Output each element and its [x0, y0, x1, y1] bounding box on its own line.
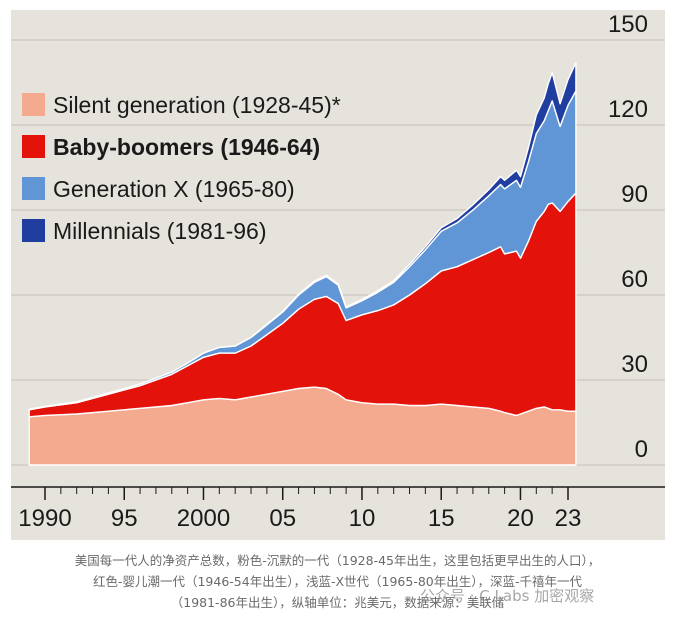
x-tick-label-2010: 10	[349, 505, 376, 532]
caption-line-2: 红色-婴儿潮一代（1946-54年出生），浅蓝-X世代（1965-80年出生），…	[92, 574, 583, 589]
x-tick-label-2000: 2000	[177, 505, 230, 532]
area-series	[28, 62, 577, 466]
x-tick-label-2005: 05	[269, 505, 296, 532]
axes: 0 30 60 90 120 150 1990 95 2000 05 10 15 20 23	[11, 11, 665, 532]
legend: Silent generation (1928-45)* Baby-boomer…	[22, 92, 341, 244]
y-tick-label-60: 60	[621, 266, 648, 293]
caption-line-3: （1981-86年出生），纵轴单位：兆美元，数据来源：美联储	[170, 595, 505, 610]
legend-label-genx: Generation X (1965-80)	[53, 176, 295, 202]
legend-label-millennials: Millennials (1981-96)	[53, 218, 267, 244]
legend-swatch-boomers	[22, 135, 45, 158]
x-tick-label-1995: 95	[111, 505, 138, 532]
watermark: 公众号 · C Labs 加密观察	[420, 587, 595, 605]
y-tick-label-150: 150	[608, 11, 648, 38]
legend-swatch-genx	[22, 177, 45, 200]
y-tick-label-120: 120	[608, 96, 648, 123]
figure-caption: 美国每一代人的净资产总数，粉色-沉默的一代（1928-45年出生，这里包括更早出…	[0, 550, 675, 613]
x-tick-label-1990: 1990	[18, 505, 71, 532]
x-tick-label-2020: 20	[507, 505, 534, 532]
y-tick-label-30: 30	[621, 351, 648, 378]
legend-label-boomers: Baby-boomers (1946-64)	[53, 134, 320, 160]
x-tick-label-2015: 15	[428, 505, 455, 532]
y-tick-label-0: 0	[635, 436, 648, 463]
area-series-3	[28, 62, 577, 410]
y-tick-label-90: 90	[621, 181, 648, 208]
caption-line-1: 美国每一代人的净资产总数，粉色-沉默的一代（1928-45年出生，这里包括更早出…	[74, 553, 601, 568]
legend-swatch-silent	[22, 93, 45, 116]
legend-swatch-millennials	[22, 219, 45, 242]
legend-label-silent: Silent generation (1928-45)*	[53, 92, 341, 118]
stacked-area-chart: 0 30 60 90 120 150 1990 95 2000 05 10 15 20 23 Silent…	[11, 11, 665, 532]
x-tick-label-2023: 23	[555, 505, 582, 532]
chart-panel: 0 30 60 90 120 150 1990 95 2000 05 10 15 20 23 Silent…	[11, 10, 665, 540]
